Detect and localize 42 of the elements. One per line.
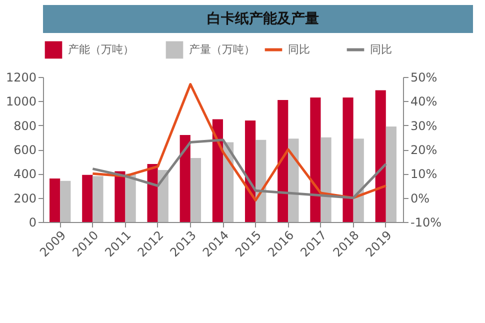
y-tick-label: 800 [14,118,36,133]
y2-tick-label: 50% [410,70,438,84]
legend-label: 产能（万吨） [68,42,134,56]
y-tick-label: 1200 [6,70,36,84]
legend-label: 产量（万吨） [189,42,255,56]
bar [256,140,266,222]
legend-label: 同比 [288,42,310,56]
bar [310,98,321,222]
legend-label: 同比 [370,42,392,56]
y2-tick-label: 0% [410,191,430,206]
y2-tick-label: 10% [410,167,438,182]
line-series [91,83,388,202]
bar [320,137,332,222]
bar [278,100,288,222]
y2-tick-label: -10% [410,216,442,230]
bar [92,176,104,222]
bar [147,164,158,222]
line-series [91,138,388,200]
bar [353,138,364,222]
y-tick-label: 200 [14,191,36,206]
bar [342,98,354,222]
bar [82,174,93,222]
bar [180,135,190,222]
bar [60,180,71,222]
bar [244,120,256,222]
y2-tick-label: 20% [410,143,438,157]
bar [386,126,396,222]
bar [212,119,223,222]
y2-tick-label: 40% [410,94,438,109]
y2-tick-label: 30% [410,118,438,133]
bar [50,178,60,222]
bar [375,90,386,222]
bar [158,170,168,222]
bar [288,138,299,222]
y-tick-label: 400 [14,167,36,182]
bar [190,158,202,222]
y-tick-label: 600 [14,143,36,157]
bar [114,171,126,222]
y-tick-label: 0 [28,216,36,230]
y-tick-label: 1000 [6,94,36,109]
bar [125,174,136,222]
chart-title: 白卡纸产能及产量 [207,10,319,27]
